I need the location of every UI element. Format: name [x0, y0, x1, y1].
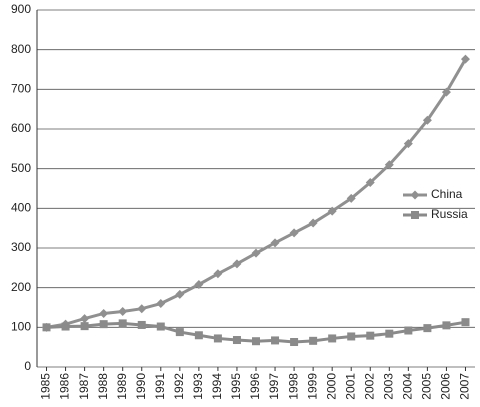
point	[384, 160, 394, 170]
legend-label: China	[431, 187, 463, 201]
point	[99, 308, 109, 318]
y-tick-label: 600	[11, 121, 31, 135]
point	[156, 299, 166, 309]
point	[422, 115, 432, 125]
y-tick-label: 700	[11, 82, 31, 96]
x-tick-label: 2006	[439, 373, 453, 400]
point	[137, 304, 147, 314]
x-tick-label: 1990	[134, 373, 148, 400]
point	[80, 314, 90, 324]
point	[194, 331, 203, 340]
y-tick-label: 900	[11, 2, 31, 16]
point	[118, 319, 127, 328]
x-tick-label: 2004	[401, 373, 415, 400]
point	[61, 322, 70, 331]
point	[232, 336, 241, 345]
point	[271, 336, 280, 345]
x-tick-label: 2001	[343, 373, 357, 400]
legend-label: Russia	[431, 207, 468, 221]
x-tick-label: 1986	[58, 373, 72, 400]
point	[365, 178, 375, 188]
series-line	[46, 58, 467, 329]
point	[327, 206, 337, 216]
x-tick-label: 2003	[381, 373, 395, 400]
point	[232, 259, 242, 269]
x-tick-label: 1992	[172, 373, 186, 400]
point	[366, 331, 375, 340]
point	[213, 334, 222, 343]
legend-marker	[410, 190, 420, 200]
point	[251, 248, 261, 258]
point	[423, 324, 432, 333]
point	[328, 334, 337, 343]
point	[441, 87, 451, 97]
x-tick-label: 1997	[267, 373, 281, 400]
y-tick-label: 800	[11, 42, 31, 56]
point	[442, 321, 451, 330]
y-tick-label: 0	[24, 359, 31, 373]
y-tick-label: 200	[11, 280, 31, 294]
point	[42, 323, 51, 332]
point	[270, 238, 280, 248]
point	[80, 322, 89, 331]
point	[290, 338, 299, 347]
y-tick-label: 500	[11, 161, 31, 175]
point	[252, 337, 260, 346]
point	[404, 326, 413, 335]
x-tick-label: 1985	[39, 373, 53, 400]
point	[385, 329, 394, 338]
x-tick-label: 2005	[420, 373, 434, 400]
point	[461, 318, 470, 327]
point	[346, 193, 356, 203]
point	[460, 54, 470, 64]
point	[137, 320, 146, 329]
x-tick-label: 1988	[96, 373, 110, 400]
point	[156, 322, 165, 331]
x-tick-label: 1995	[229, 373, 243, 400]
point	[118, 306, 128, 316]
point	[308, 218, 318, 228]
x-tick-label: 2002	[362, 373, 376, 400]
point	[175, 328, 184, 337]
point	[347, 332, 356, 341]
x-tick-label: 1998	[286, 373, 300, 400]
point	[175, 289, 185, 299]
x-tick-label: 1996	[248, 373, 262, 400]
point	[194, 279, 204, 289]
y-tick-label: 100	[11, 320, 31, 334]
point	[99, 320, 108, 329]
x-tick-label: 1993	[191, 373, 205, 400]
point	[213, 269, 223, 279]
x-tick-label: 1987	[77, 373, 91, 400]
point	[403, 139, 413, 149]
point	[289, 228, 299, 238]
point	[309, 336, 318, 345]
x-tick-label: 2007	[458, 373, 472, 400]
x-tick-label: 1999	[305, 373, 319, 400]
x-tick-label: 2000	[324, 373, 338, 400]
x-tick-label: 1989	[115, 373, 129, 400]
y-tick-label: 400	[11, 201, 31, 215]
legend-marker	[411, 211, 419, 219]
x-tick-label: 1994	[210, 373, 224, 400]
x-tick-label: 1991	[153, 373, 167, 400]
y-tick-label: 300	[11, 240, 31, 254]
